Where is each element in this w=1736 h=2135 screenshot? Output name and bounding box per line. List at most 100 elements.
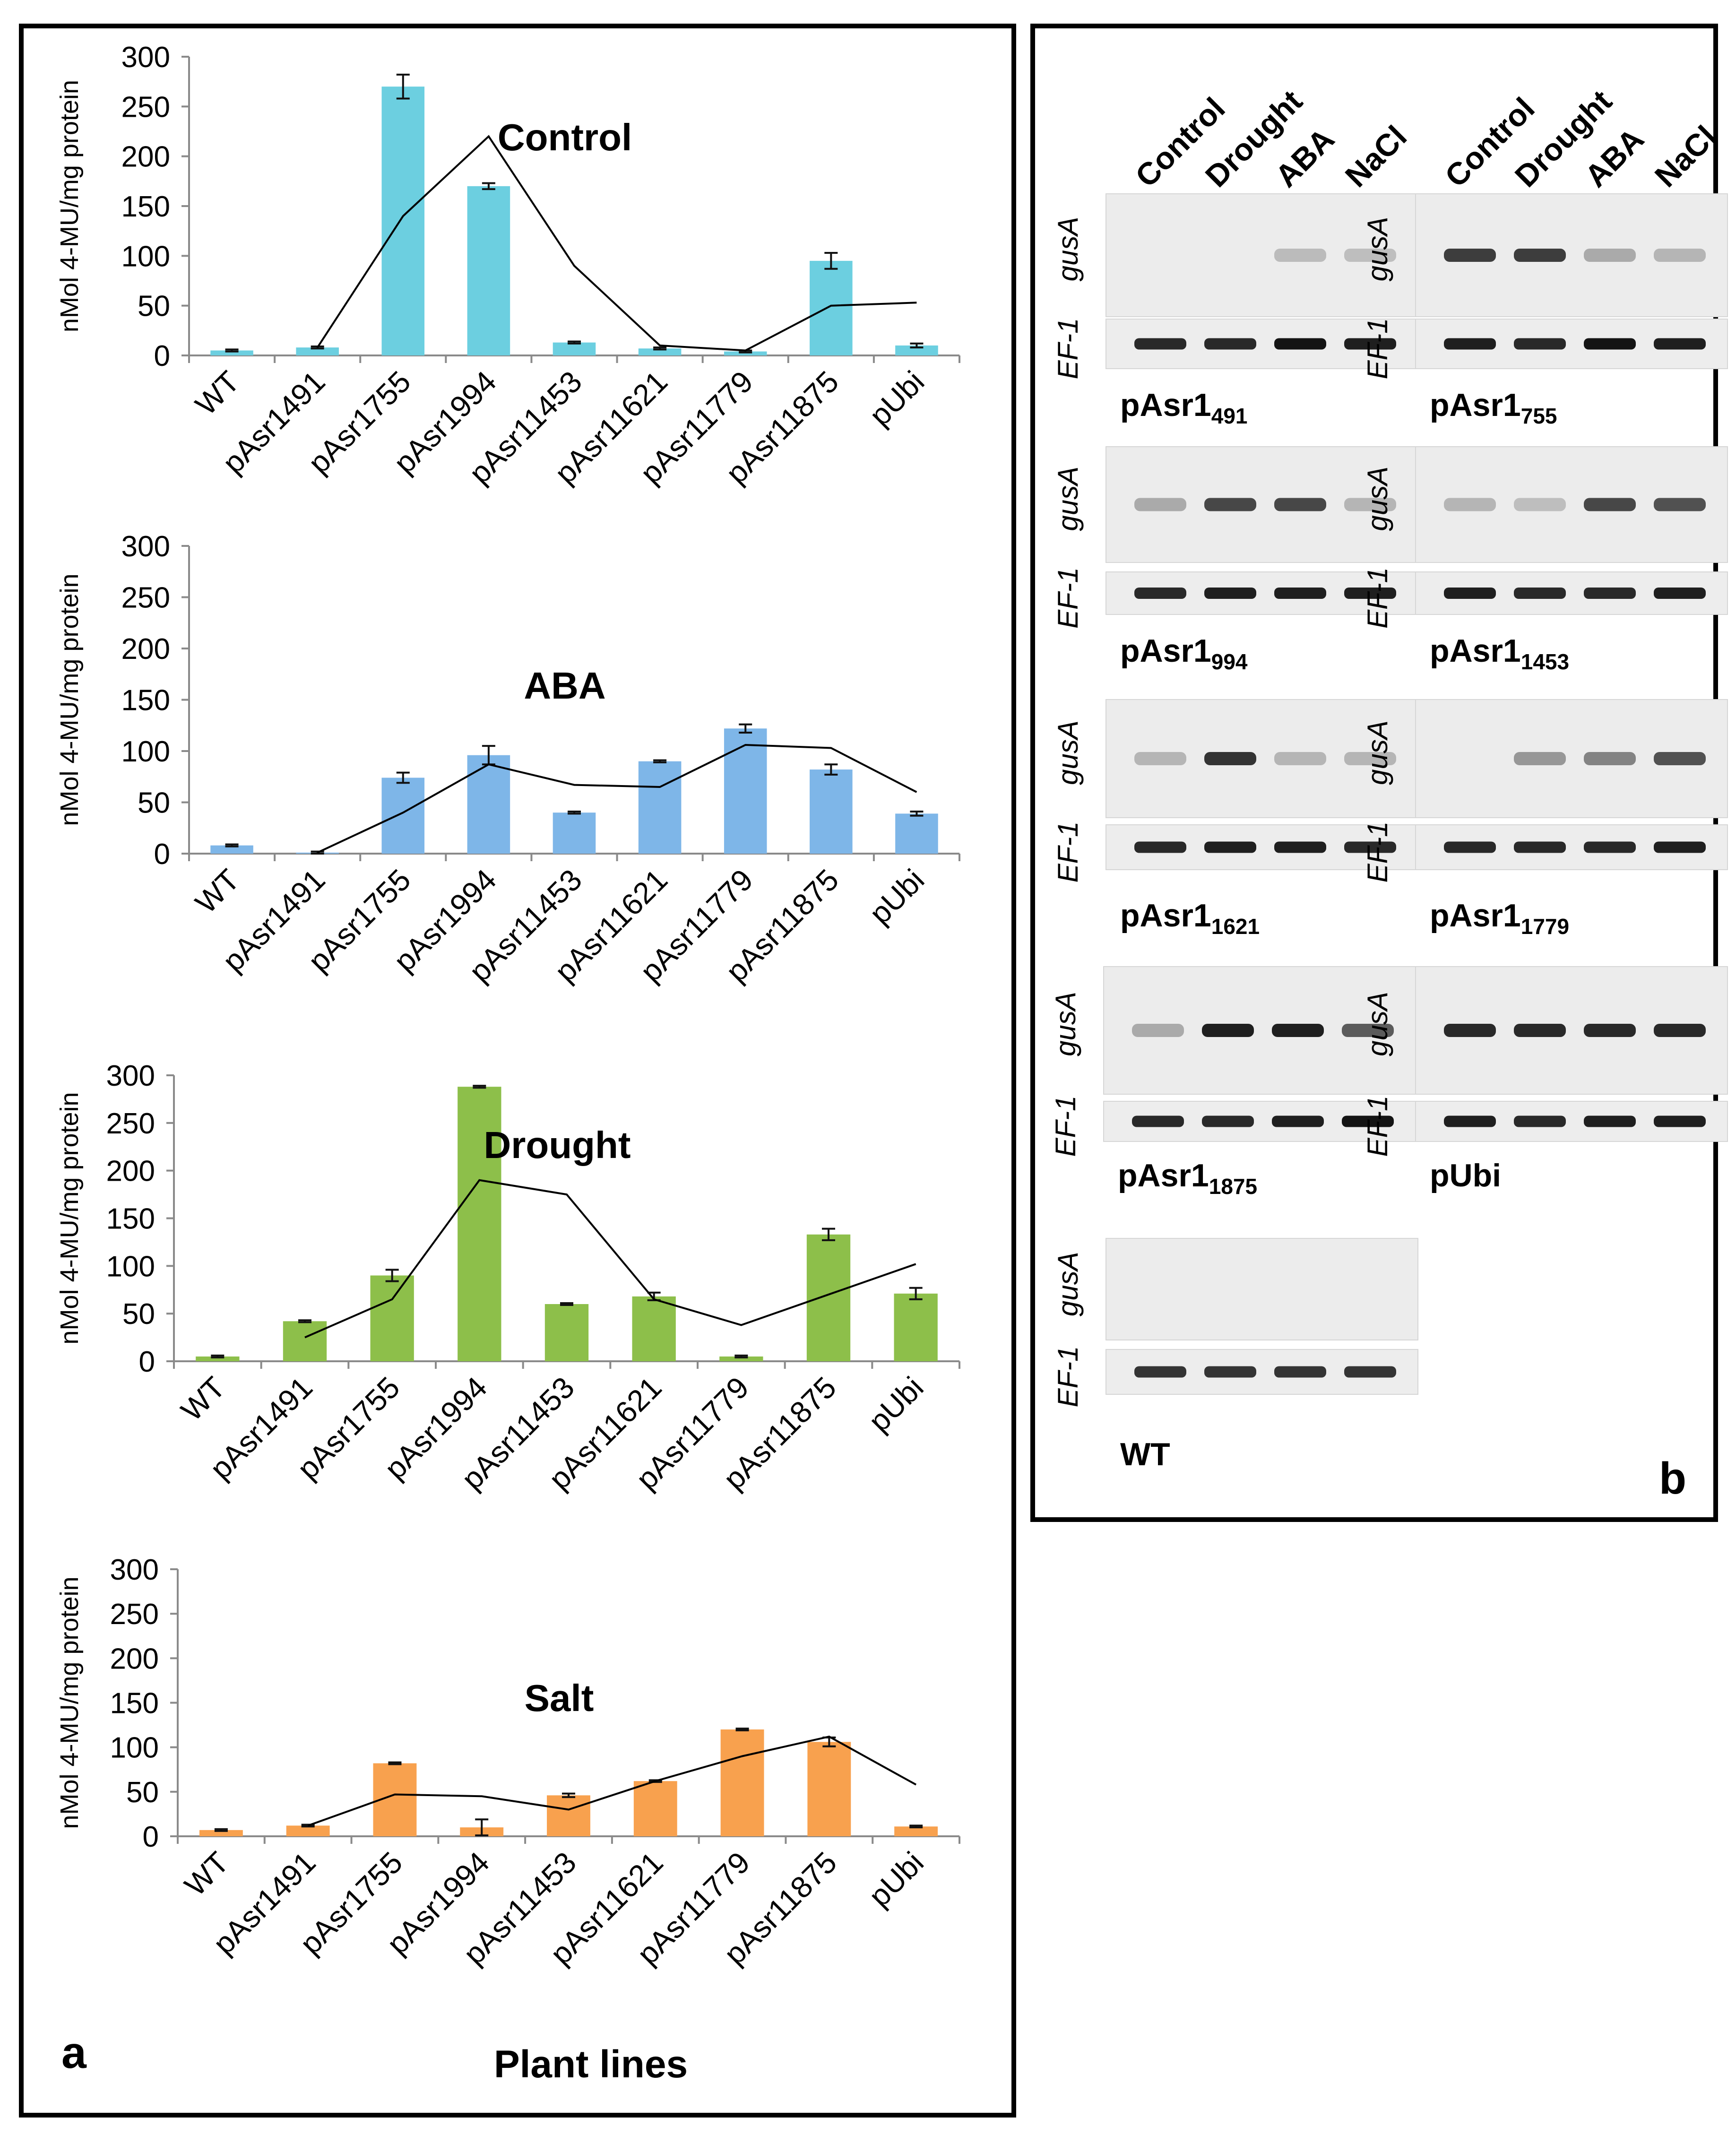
y-tick-label: 0 — [154, 340, 170, 372]
x-tick-label: WT — [189, 364, 246, 422]
y-axis-title: nMol 4-MU/mg protein — [55, 1092, 84, 1344]
error-bar — [473, 1085, 486, 1089]
gene-label-ef1: EF-1 — [1052, 1346, 1084, 1407]
y-tick-label: 100 — [106, 1250, 155, 1283]
y-tick-label: 100 — [110, 1732, 159, 1764]
x-tick-label: WT — [174, 1370, 232, 1427]
bar-pAsr11875 — [810, 769, 853, 854]
y-axis-title: nMol 4-MU/mg protein — [55, 573, 84, 826]
blot-pasr1994: gusA EF-1 pAsr1994 — [1052, 446, 1418, 674]
gusA-band — [1584, 498, 1636, 511]
gusA-band — [1274, 249, 1326, 262]
gusA-band — [1274, 498, 1326, 511]
bar-charts: 050100150200250300WTpAsr1491pAsr1755pAsr… — [55, 41, 960, 1971]
error-bar — [568, 340, 581, 345]
bar-pAsr11779 — [724, 351, 767, 355]
y-tick-label: 200 — [121, 141, 170, 173]
ef1-band — [1344, 588, 1396, 599]
bar-pAsr11453 — [553, 813, 596, 854]
condition-label: NaCl — [1339, 119, 1414, 194]
error-bar — [824, 252, 838, 270]
trend-line — [317, 743, 917, 854]
error-bar — [475, 1818, 489, 1837]
gene-label-ef1: EF-1 — [1362, 821, 1393, 882]
y-tick-label: 300 — [106, 1060, 155, 1092]
ef1-band — [1654, 1115, 1706, 1127]
panel-a-label: a — [61, 2028, 87, 2078]
gusA-band — [1654, 249, 1706, 262]
gene-label-ef1: EF-1 — [1362, 567, 1393, 629]
ef1-band — [1584, 1115, 1636, 1127]
blot-pasr11453: gusA EF-1 pAsr11453 — [1362, 446, 1728, 674]
gene-label-ef1: EF-1 — [1050, 1095, 1081, 1157]
gusA-band — [1344, 249, 1396, 262]
y-tick-label: 150 — [106, 1203, 155, 1236]
y-axis-title: nMol 4-MU/mg protein — [55, 80, 84, 332]
chart-salt: 050100150200250300WTpAsr1491pAsr1755pAsr… — [55, 1554, 960, 1971]
construct-label: pAsr11875 — [1118, 1158, 1257, 1199]
ef1-band — [1514, 841, 1566, 853]
error-bar — [385, 1269, 399, 1282]
ef1-band — [1132, 1115, 1184, 1127]
chart-title: Salt — [525, 1677, 594, 1719]
gusA-band — [1444, 1024, 1496, 1037]
ef1-band — [1204, 338, 1256, 350]
blot-wt: gusA EF-1 WT — [1052, 1238, 1418, 1472]
y-tick-label: 300 — [121, 41, 170, 74]
y-tick-label: 50 — [122, 1298, 155, 1331]
gusA-band — [1654, 498, 1706, 511]
ef1-band — [1134, 1366, 1186, 1378]
bar-pAsr11621 — [638, 761, 682, 854]
gusA-band — [1132, 1024, 1184, 1037]
gusA-band — [1444, 249, 1496, 262]
gene-label-gusA: gusA — [1052, 1252, 1084, 1316]
ef1-band — [1584, 338, 1636, 350]
ef1-band — [1204, 841, 1256, 853]
ef1-band — [1344, 841, 1396, 853]
y-tick-label: 100 — [121, 240, 170, 273]
gusA-band — [1584, 1024, 1636, 1037]
gusA-band — [1654, 1024, 1706, 1037]
gusA-band — [1204, 752, 1256, 765]
y-tick-label: 300 — [110, 1554, 159, 1586]
gusA-band — [1134, 752, 1186, 765]
y-tick-label: 0 — [154, 838, 170, 871]
error-bar — [225, 348, 239, 353]
error-bar — [734, 1354, 748, 1358]
ef1-band — [1134, 338, 1186, 350]
trend-line — [317, 135, 917, 352]
gusA-band — [1272, 1024, 1324, 1037]
construct-label: pUbi — [1430, 1158, 1501, 1193]
gusA-band — [1134, 498, 1186, 511]
bar-pUbi — [894, 1293, 938, 1361]
blot-pasr11779: gusA EF-1 pAsr11779 — [1362, 699, 1728, 939]
bar-WT — [210, 350, 253, 355]
bar-pAsr1755 — [370, 1275, 414, 1361]
ef1-band — [1204, 588, 1256, 599]
gene-label-ef1: EF-1 — [1052, 567, 1084, 629]
bar-pAsr1491 — [296, 347, 339, 355]
ef1-band — [1134, 841, 1186, 853]
gene-label-ef1: EF-1 — [1052, 318, 1084, 379]
x-tick-label: pUbi — [862, 1845, 930, 1913]
bar-pAsr1755 — [381, 86, 425, 355]
bar-pAsr11875 — [806, 1234, 851, 1361]
ef1-band — [1654, 338, 1706, 350]
condition-label: NaCl — [1648, 119, 1723, 194]
gusA-band — [1344, 498, 1396, 511]
error-bar — [560, 1302, 573, 1306]
bar-pUbi — [894, 1826, 938, 1836]
ef1-band — [1514, 588, 1566, 599]
gene-label-gusA: gusA — [1052, 217, 1084, 282]
error-bar — [909, 1824, 923, 1829]
y-axis-title: nMol 4-MU/mg protein — [55, 1576, 84, 1829]
construct-label: pAsr11779 — [1430, 898, 1569, 939]
x-tick-label: pUbi — [862, 1370, 930, 1438]
gusA-band — [1342, 1024, 1394, 1037]
x-tick-label: WT — [178, 1845, 235, 1902]
x-tick-label: pUbi — [863, 863, 931, 931]
gene-label-gusA: gusA — [1362, 467, 1393, 531]
bar-pAsr1491 — [283, 1321, 327, 1361]
gene-label-gusA: gusA — [1362, 992, 1393, 1056]
trend-line — [308, 1735, 917, 1827]
